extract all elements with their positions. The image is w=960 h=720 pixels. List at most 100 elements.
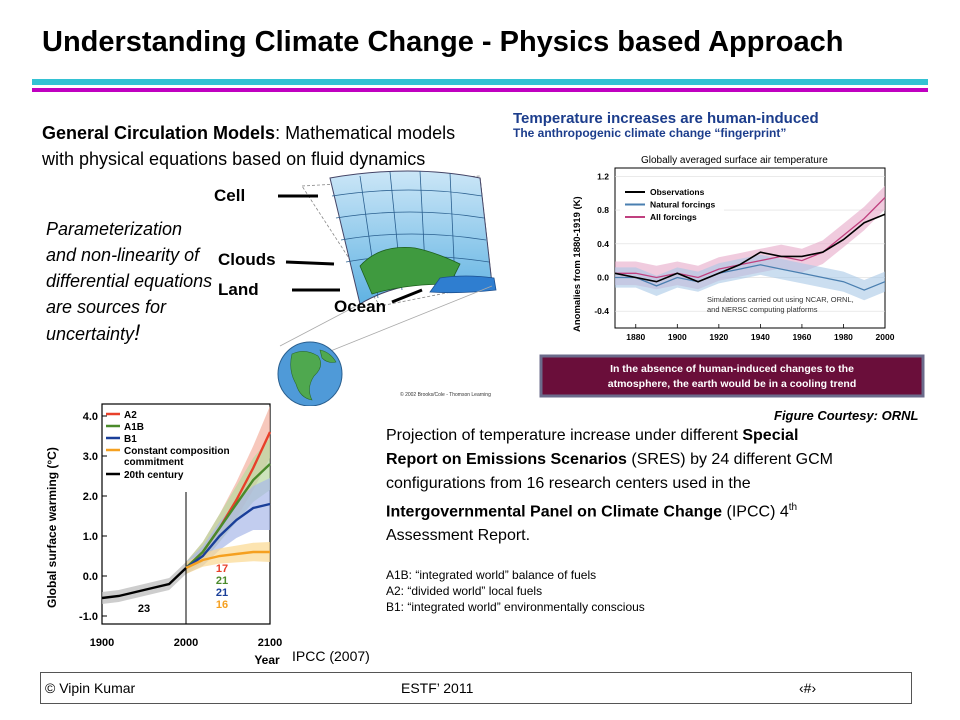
ornl-x-tick-label: 2000 — [876, 332, 895, 342]
ornl-legend-box — [620, 180, 724, 226]
ipcc-x-ticks: 1900 2000 2100 — [90, 637, 282, 649]
ipcc-band-20th-century — [102, 562, 186, 604]
figure-courtesy: Figure Courtesy: ORNL — [774, 408, 919, 423]
ornl-sim-note-1: Simulations carried out using NCAR, ORNL… — [707, 295, 854, 304]
ornl-y-tick-label: 1.2 — [597, 171, 609, 181]
ornl-legend-label-all-forcings: All forcings — [650, 212, 697, 222]
proj-bold-sres: Special Report on Emissions Scenarios — [386, 427, 799, 468]
ornl-all-forcings-band — [615, 185, 885, 290]
slide-footer: © Vipin Kumar ESTF’ 2011 ‹#› — [40, 672, 912, 704]
model-copyright: © 2002 Brooks/Cole - Thomson Learning — [400, 392, 491, 398]
ornl-x-ticks: 1880 1900 1920 1940 1960 1980 2000 — [626, 324, 895, 342]
gcm-term: General Circulation Models — [42, 123, 276, 143]
ipcc-legend-label-b1: B1 — [124, 434, 137, 445]
ipcc-series-lines — [101, 431, 272, 600]
title-rule-cyan — [32, 79, 928, 85]
proj-text-4: Assessment Report. — [386, 527, 531, 545]
ornl-chart-subtitle: The anthropogenic climate change “finger… — [513, 126, 786, 140]
ipcc-band-constant-composition-commitment — [186, 542, 270, 574]
ornl-x-tick-label: 1980 — [834, 332, 853, 342]
ornl-x-tick-label: 1940 — [751, 332, 770, 342]
ipcc-source: IPCC (2007) — [292, 648, 370, 664]
ornl-legend: Observations Natural forcings All forcings — [625, 187, 715, 222]
ipcc-y-ticks: 4.0 3.0 2.0 1.0 0.0 -1.0 — [79, 411, 107, 623]
label-ocean: Ocean — [334, 297, 386, 316]
ornl-temperature-chart: Temperature increases are human-induced … — [513, 110, 925, 398]
ornl-legend-label-natural-forcings: Natural forcings — [650, 200, 715, 210]
ipcc-legend-label-constant-composition-commitment: commitment — [124, 457, 184, 468]
ornl-x-tick-label: 1900 — [668, 332, 687, 342]
ipcc-count-20th-century: 23 — [138, 603, 150, 615]
projection-description: Projection of temperature increase under… — [386, 424, 836, 548]
ornl-banner — [539, 354, 925, 398]
ornl-y-tick-label: 0.4 — [597, 239, 609, 249]
proj-text-2: (SRES) by 24 different GCM configuration… — [386, 451, 833, 492]
ornl-series-all-forcings — [615, 197, 886, 279]
ipcc-legend-label-a2: A2 — [124, 410, 137, 421]
ornl-chart-title: Temperature increases are human-induced — [513, 110, 819, 127]
proj-text-1: Projection of temperature increase under… — [386, 427, 743, 444]
ornl-y-tick-label: -0.4 — [594, 306, 609, 316]
label-clouds: Clouds — [218, 250, 276, 269]
ipcc-y-tick-label: 4.0 — [83, 411, 98, 423]
ipcc-count-constant-composition-commitment: 16 — [216, 599, 228, 611]
ornl-x-tick-label: 1960 — [792, 332, 811, 342]
ornl-x-tick-label: 1880 — [626, 332, 645, 342]
gcm-description: General Circulation Models: Mathematical… — [42, 120, 472, 172]
ornl-y-ticks: 1.2 0.8 0.4 0.0 -0.4 — [594, 171, 609, 316]
ipcc-count-a2: 17 — [216, 563, 228, 575]
ornl-y-tick-label: 0.0 — [597, 272, 609, 282]
param-text: Parameterization and non-linearity of di… — [46, 219, 213, 344]
proj-bold-ipcc: Intergovernmental Panel on Climate Chang… — [386, 503, 723, 521]
ipcc-y-tick-label: 1.0 — [83, 531, 98, 543]
ornl-y-axis-label: Anomalies from 1880-1919 (K) — [572, 196, 583, 332]
ipcc-y-tick-label: 0.0 — [83, 571, 98, 583]
footer-event: ESTF’ 2011 — [401, 680, 474, 696]
scenario-a1b: A1B: “integrated world” balance of fuels — [386, 568, 597, 582]
proj-superscript: th — [788, 502, 798, 513]
ipcc-series-b1 — [185, 502, 271, 569]
ornl-banner-line-2: atmosphere, the earth would be in a cool… — [608, 378, 857, 390]
label-cell: Cell — [214, 186, 246, 205]
proj-text-3: (IPCC) 4 — [722, 503, 789, 521]
ipcc-count-b1: 21 — [216, 587, 228, 599]
ipcc-projection-chart: Global surface warming (°C) 4.0 3.0 2.0 1.0… — [45, 403, 282, 667]
ipcc-legend-label-20th-century: 20th century — [124, 470, 184, 481]
ipcc-count-a1b: 21 — [216, 575, 228, 587]
ornl-series-natural-forcings — [615, 264, 886, 291]
ipcc-x-tick-label: 2100 — [258, 637, 282, 649]
ornl-inner-title: Globally averaged surface air temperatur… — [641, 155, 828, 166]
ipcc-y-tick-label: 3.0 — [83, 451, 98, 463]
label-land: Land — [218, 280, 259, 299]
ipcc-y-axis-label: Global surface warming (°C) — [45, 447, 59, 608]
footer-author: © Vipin Kumar — [45, 680, 136, 696]
ipcc-series-a1b — [185, 463, 271, 569]
ornl-series-lines — [614, 197, 886, 291]
slide-title: Understanding Climate Change - Physics b… — [42, 26, 844, 58]
ipcc-band-a1b — [186, 438, 270, 574]
ornl-legend-label-observations: Observations — [650, 187, 705, 197]
ipcc-legend-label-constant-composition-commitment: Constant composition — [124, 446, 230, 457]
ipcc-x-axis-label: Year — [254, 653, 280, 667]
ipcc-x-tick-label: 2000 — [174, 637, 198, 649]
ornl-sim-note-2: and NERSC computing platforms — [707, 305, 818, 314]
ipcc-y-tick-label: 2.0 — [83, 491, 98, 503]
ipcc-series-constant-composition-commitment — [185, 550, 270, 570]
ipcc-series-20th-century — [101, 567, 187, 600]
scenario-list: A1B: “integrated world” balance of fuels… — [386, 567, 806, 615]
scenario-a2: A2: “divided world” local fuels — [386, 584, 543, 598]
ornl-series-observations — [614, 213, 886, 283]
parameterization-note: Parameterization and non-linearity of di… — [46, 216, 216, 347]
ipcc-x-tick-label: 1900 — [90, 637, 114, 649]
ornl-y-tick-label: 0.8 — [597, 205, 609, 215]
gcm-model-illustration — [277, 170, 497, 406]
footer-page-number: ‹#› — [799, 680, 817, 696]
ornl-banner-line-1: In the absence of human-induced changes … — [610, 363, 854, 375]
title-rule-magenta — [32, 88, 928, 92]
ipcc-legend-label-a1b: A1B — [124, 422, 144, 433]
ipcc-y-tick-label: -1.0 — [79, 611, 98, 623]
scenario-b1: B1: “integrated world” environmentally c… — [386, 600, 645, 614]
param-bang: ! — [134, 320, 141, 345]
